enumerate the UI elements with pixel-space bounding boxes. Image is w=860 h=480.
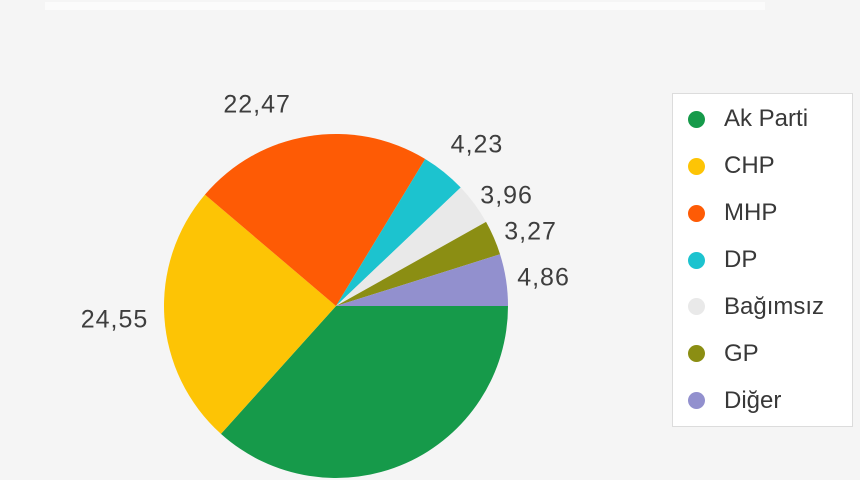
legend-label: GP (724, 339, 759, 367)
slice-value-label: 4,86 (517, 263, 570, 292)
legend: Ak Parti CHP MHP DP Bağımsız GP Diğer (672, 93, 853, 427)
slice-value-label: 3,96 (480, 181, 533, 210)
legend-color-dot (688, 298, 705, 316)
legend-item: Bağımsız (673, 283, 852, 330)
pie-slice-chp (163, 194, 336, 434)
slice-value-label: 24,55 (80, 305, 149, 334)
legend-color-dot (688, 251, 705, 269)
legend-label: Ak Parti (724, 105, 809, 133)
legend-item: MHP (673, 190, 852, 237)
legend-color-dot (688, 392, 705, 410)
legend-color-dot (688, 204, 705, 222)
pie-slice-gp (336, 221, 501, 306)
legend-item: DP (673, 237, 852, 284)
legend-item: Ak Parti (673, 96, 852, 143)
legend-color-dot (688, 345, 705, 363)
legend-label: DP (724, 246, 758, 273)
legend-item: GP (673, 330, 852, 377)
legend-label: Bağımsız (724, 292, 825, 320)
slice-value-label: 22,47 (223, 90, 291, 119)
pie-slice-dp (336, 158, 461, 306)
legend-item: Diğer (673, 377, 852, 424)
slice-value-label: 3,27 (504, 217, 557, 246)
legend-color-dot (688, 110, 705, 128)
pie-slice-bağımsız (336, 187, 487, 306)
legend-item: CHP (673, 143, 852, 190)
legend-label: MHP (724, 199, 778, 227)
legend-label: Diğer (724, 386, 782, 414)
pie-slice-ak-parti (220, 306, 508, 479)
legend-label: CHP (724, 152, 775, 180)
slice-value-label: 4,23 (450, 130, 504, 159)
pie-slice-mhp (204, 133, 426, 306)
pie-slice-diğer (336, 254, 508, 306)
legend-color-dot (688, 157, 705, 175)
top-edge-highlight (45, 2, 765, 10)
